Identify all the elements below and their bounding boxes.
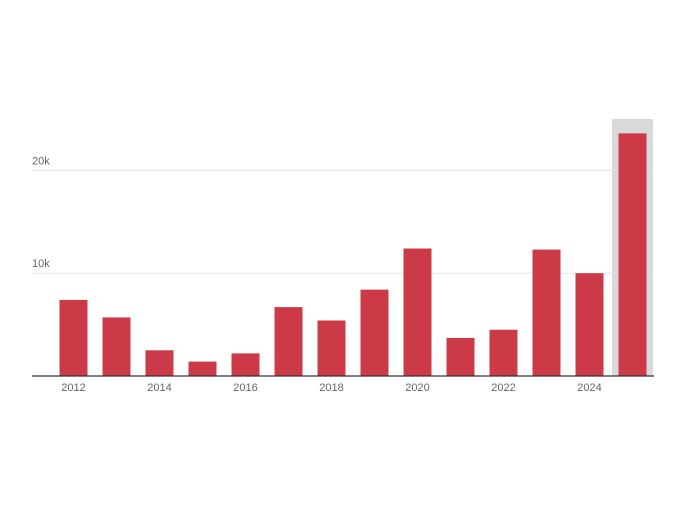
x-tick-label: 2020 bbox=[405, 382, 429, 394]
bar bbox=[446, 337, 475, 376]
bar bbox=[102, 317, 131, 376]
bar bbox=[145, 350, 174, 376]
x-tick-label: 2012 bbox=[61, 382, 85, 394]
y-tick-label: 20k bbox=[32, 155, 50, 167]
bar bbox=[231, 353, 260, 376]
y-tick-label: 10k bbox=[32, 258, 50, 270]
bar bbox=[575, 273, 604, 376]
x-tick-label: 2018 bbox=[319, 382, 343, 394]
x-tick-label: 2014 bbox=[147, 382, 171, 394]
x-tick-label: 2024 bbox=[577, 382, 601, 394]
bar bbox=[188, 361, 217, 376]
bar bbox=[532, 249, 561, 376]
bar bbox=[317, 320, 346, 376]
bar bbox=[274, 307, 303, 376]
x-tick-label: 2022 bbox=[491, 382, 515, 394]
bar bbox=[403, 248, 432, 376]
bar bbox=[618, 133, 647, 376]
bar bbox=[489, 329, 518, 376]
bar bbox=[59, 299, 88, 376]
bar bbox=[360, 289, 389, 376]
x-tick-label: 2016 bbox=[233, 382, 257, 394]
